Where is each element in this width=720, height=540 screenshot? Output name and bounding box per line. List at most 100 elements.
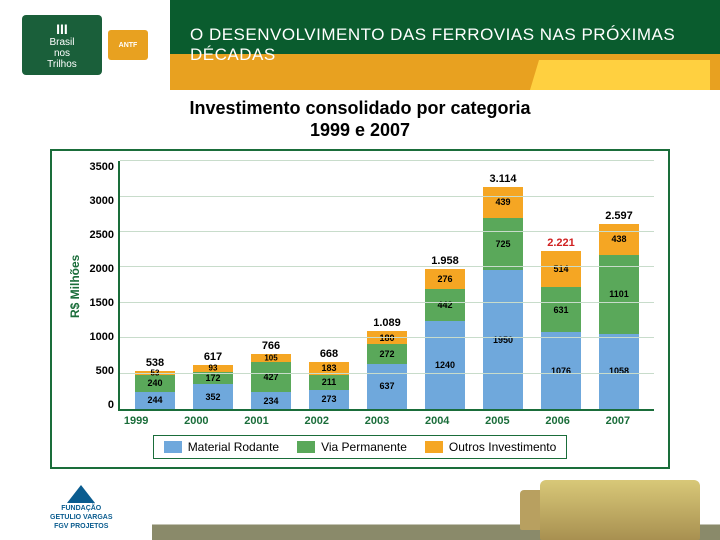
y-axis-label: R$ Milhões xyxy=(66,161,84,411)
bar-stack: 24424053 xyxy=(135,371,175,409)
header-decor-map xyxy=(530,60,710,90)
bar-segment: 1950 xyxy=(483,270,523,409)
bar-total-label: 3.114 xyxy=(490,173,517,185)
bar-column: 2.597 1058 1101 438 xyxy=(596,210,642,409)
legend-item: Outros Investimento xyxy=(425,440,556,454)
y-tick: 1500 xyxy=(84,297,114,309)
footer: FUNDAÇÃO GETULIO VARGAS FGV PROJETOS xyxy=(0,470,720,540)
bar-segment: 352 xyxy=(193,384,233,409)
segment-value-label: 637 xyxy=(367,381,407,391)
slide-title-wrap: Investimento consolidado por categoria 1… xyxy=(0,90,720,143)
segment-value-label: 438 xyxy=(599,234,639,244)
grid-line xyxy=(120,337,654,338)
segment-value-label: 276 xyxy=(425,274,465,284)
legend-label: Material Rodante xyxy=(188,440,279,454)
bar-segment: 631 xyxy=(541,287,581,332)
logo-text-3: Trilhos xyxy=(47,59,77,70)
segment-value-label: 234 xyxy=(251,396,291,406)
bar-stack: 1058 1101 438 xyxy=(599,224,639,409)
slide-title-line1: Investimento consolidado por categoria xyxy=(60,98,660,120)
x-tick: 2000 xyxy=(173,415,219,427)
bar-segment: 93 xyxy=(193,365,233,372)
fgv-text-2: GETULIO VARGAS xyxy=(50,514,112,521)
x-tick: 2006 xyxy=(535,415,581,427)
slide-title-line2: 1999 e 2007 xyxy=(60,120,660,142)
bar-column: 61735217293 xyxy=(190,351,236,409)
bar-total-label: 1.089 xyxy=(373,317,401,329)
logo-text-1: Brasil xyxy=(49,37,74,48)
header-banner: III Brasil nos Trilhos ANTF O DESENVOLVI… xyxy=(0,0,720,90)
segment-value-label: 725 xyxy=(483,239,523,249)
segment-value-label: 183 xyxy=(309,363,349,373)
bar-segment: 439 xyxy=(483,187,523,218)
bar-segment: 1058 xyxy=(599,334,639,410)
plot-area: 53824424053 61735217293 766 234 427105 668 273… xyxy=(118,161,654,411)
bar-segment: 276 xyxy=(425,269,465,289)
chart-container: R$ Milhões 0500100015002000250030003500 … xyxy=(50,149,670,469)
bar-column: 1.9581240442276 xyxy=(422,255,468,409)
x-axis-labels: 199920002001200220032004200520062007 xyxy=(66,411,654,427)
x-tick: 2003 xyxy=(354,415,400,427)
bar-segment: 438 xyxy=(599,224,639,255)
bar-segment: 244 xyxy=(135,392,175,409)
bar-stack: 35217293 xyxy=(193,365,233,409)
bar-segment: 272 xyxy=(367,344,407,363)
bar-total-label: 668 xyxy=(320,348,338,360)
legend-swatch xyxy=(297,441,315,453)
bar-column: 1.089637272180 xyxy=(364,317,410,409)
bar-segment: 514 xyxy=(541,251,581,288)
fgv-triangle-icon xyxy=(67,485,95,503)
legend-swatch xyxy=(425,441,443,453)
chart-legend: Material Rodante Via Permanente Outros Inv… xyxy=(153,435,568,459)
grid-line xyxy=(120,231,654,232)
y-tick: 0 xyxy=(84,399,114,411)
bar-column: 766 234 427105 xyxy=(248,340,294,409)
segment-value-label: 105 xyxy=(251,354,291,363)
segment-value-label: 1101 xyxy=(599,289,639,299)
bar-segment: 1240 xyxy=(425,321,465,410)
y-tick: 3000 xyxy=(84,195,114,207)
bar-segment: 234 xyxy=(251,392,291,409)
bar-stack: 234 427105 xyxy=(251,354,291,409)
header-title: O DESENVOLVIMENTO DAS FERROVIAS NAS PRÓX… xyxy=(170,25,720,65)
fgv-text-3: FGV PROJETOS xyxy=(54,523,108,530)
y-tick: 3500 xyxy=(84,161,114,173)
bar-stack: 1076 631 514 xyxy=(541,251,581,410)
grid-line xyxy=(120,266,654,267)
bar-segment: 637 xyxy=(367,364,407,410)
bar-total-label: 766 xyxy=(262,340,280,352)
bar-segment: 1076 xyxy=(541,332,581,409)
antf-logo: ANTF xyxy=(108,30,148,60)
legend-item: Via Permanente xyxy=(297,440,407,454)
y-tick: 2000 xyxy=(84,263,114,275)
grid-line xyxy=(120,196,654,197)
segment-value-label: 172 xyxy=(193,373,233,383)
segment-value-label: 211 xyxy=(309,377,349,387)
bar-segment: 105 xyxy=(251,354,291,362)
grid-line xyxy=(120,160,654,161)
y-tick: 1000 xyxy=(84,331,114,343)
chart-body: R$ Milhões 0500100015002000250030003500 … xyxy=(66,161,654,411)
grid-line xyxy=(120,302,654,303)
bar-segment: 273 xyxy=(309,390,349,410)
train-graphic xyxy=(540,480,700,540)
bar-column: 53824424053 xyxy=(132,357,178,409)
x-tick: 2005 xyxy=(474,415,520,427)
segment-value-label: 1950 xyxy=(483,335,523,345)
bar-segment: 427 xyxy=(251,362,291,393)
bar-segment: 211 xyxy=(309,375,349,390)
fgv-logo: FUNDAÇÃO GETULIO VARGAS FGV PROJETOS xyxy=(50,485,112,530)
bar-segment: 442 xyxy=(425,289,465,321)
segment-value-label: 1058 xyxy=(599,366,639,376)
segment-value-label: 93 xyxy=(193,364,233,373)
bar-total-label: 2.597 xyxy=(605,210,633,222)
legend-item: Material Rodante xyxy=(164,440,279,454)
event-logo: III Brasil nos Trilhos xyxy=(22,15,102,75)
y-tick: 500 xyxy=(84,365,114,377)
bar-stack: 1950 725 439 xyxy=(483,187,523,409)
segment-value-label: 1240 xyxy=(425,360,465,370)
y-tick: 2500 xyxy=(84,229,114,241)
segment-value-label: 631 xyxy=(541,305,581,315)
segment-value-label: 273 xyxy=(309,394,349,404)
x-tick: 1999 xyxy=(113,415,159,427)
